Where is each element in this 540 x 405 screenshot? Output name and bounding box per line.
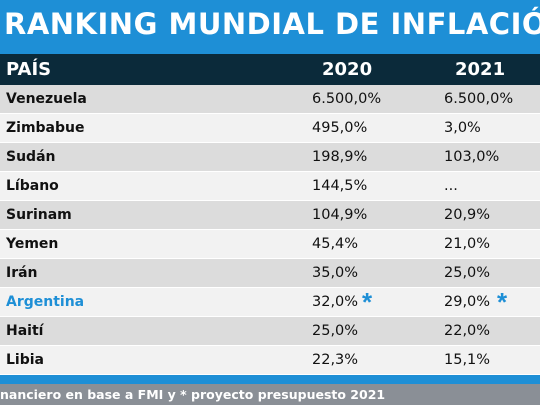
country-cell: Irán xyxy=(6,265,38,281)
column-header-2021: 2021 xyxy=(455,59,506,80)
asterisk-icon: * xyxy=(497,287,508,317)
table-header: PAÍS 2020 2021 xyxy=(0,54,540,85)
country-cell: Argentina xyxy=(6,294,85,310)
value-2020-cell: 32,0% xyxy=(312,294,359,310)
value-2020-cell: 104,9% xyxy=(312,207,368,223)
table-row-highlighted: Argentina 32,0% * 29,0% * xyxy=(0,287,540,317)
value-2021-cell: 15,1% xyxy=(444,352,491,368)
table-row: Zimbabue 495,0% 3,0% xyxy=(0,114,540,143)
source-footnote: nanciero en base a FMI y * proyecto pres… xyxy=(0,384,540,405)
country-cell: Zimbabue xyxy=(6,120,85,136)
value-2021-cell: 20,9% xyxy=(444,207,491,223)
table-row: Libia 22,3% 15,1% xyxy=(0,346,540,375)
table-row: Sudán 198,9% 103,0% xyxy=(0,143,540,172)
table-row: Irán 35,0% 25,0% xyxy=(0,259,540,288)
value-2020-cell: 35,0% xyxy=(312,265,359,281)
value-2020-cell: 495,0% xyxy=(312,120,368,136)
column-header-country: PAÍS xyxy=(6,59,52,80)
table-row: Venezuela 6.500,0% 6.500,0% xyxy=(0,85,540,114)
value-2021-cell: ... xyxy=(444,178,458,194)
value-2021-cell: 25,0% xyxy=(444,265,491,281)
country-cell: Surinam xyxy=(6,207,72,223)
value-2021-cell: 21,0% xyxy=(444,236,491,252)
value-2020-cell: 45,4% xyxy=(312,236,359,252)
value-2021-cell: 3,0% xyxy=(444,120,481,136)
value-2021-cell: 6.500,0% xyxy=(444,91,514,107)
page-title: RANKING MUNDIAL DE INFLACIÓN xyxy=(0,0,540,50)
value-2020-cell: 144,5% xyxy=(312,178,368,194)
country-cell: Sudán xyxy=(6,149,56,165)
country-cell: Yemen xyxy=(6,236,59,252)
asterisk-icon: * xyxy=(362,287,373,317)
country-cell: Libia xyxy=(6,352,44,368)
value-2020-cell: 22,3% xyxy=(312,352,359,368)
value-2020-cell: 6.500,0% xyxy=(312,91,382,107)
table-row: Haití 25,0% 22,0% xyxy=(0,317,540,346)
table-row: Líbano 144,5% ... xyxy=(0,172,540,201)
country-cell: Haití xyxy=(6,323,44,339)
value-2020-cell: 198,9% xyxy=(312,149,368,165)
table-row: Yemen 45,4% 21,0% xyxy=(0,230,540,259)
value-2021-cell: 22,0% xyxy=(444,323,491,339)
inflation-table: PAÍS 2020 2021 Venezuela 6.500,0% 6.500,… xyxy=(0,54,540,375)
column-header-2020: 2020 xyxy=(322,59,373,80)
country-cell: Líbano xyxy=(6,178,59,194)
table-row: Surinam 104,9% 20,9% xyxy=(0,201,540,230)
country-cell: Venezuela xyxy=(6,91,87,107)
value-2021-cell: 103,0% xyxy=(444,149,500,165)
value-2020-cell: 25,0% xyxy=(312,323,359,339)
value-2021-cell: 29,0% xyxy=(444,294,491,310)
